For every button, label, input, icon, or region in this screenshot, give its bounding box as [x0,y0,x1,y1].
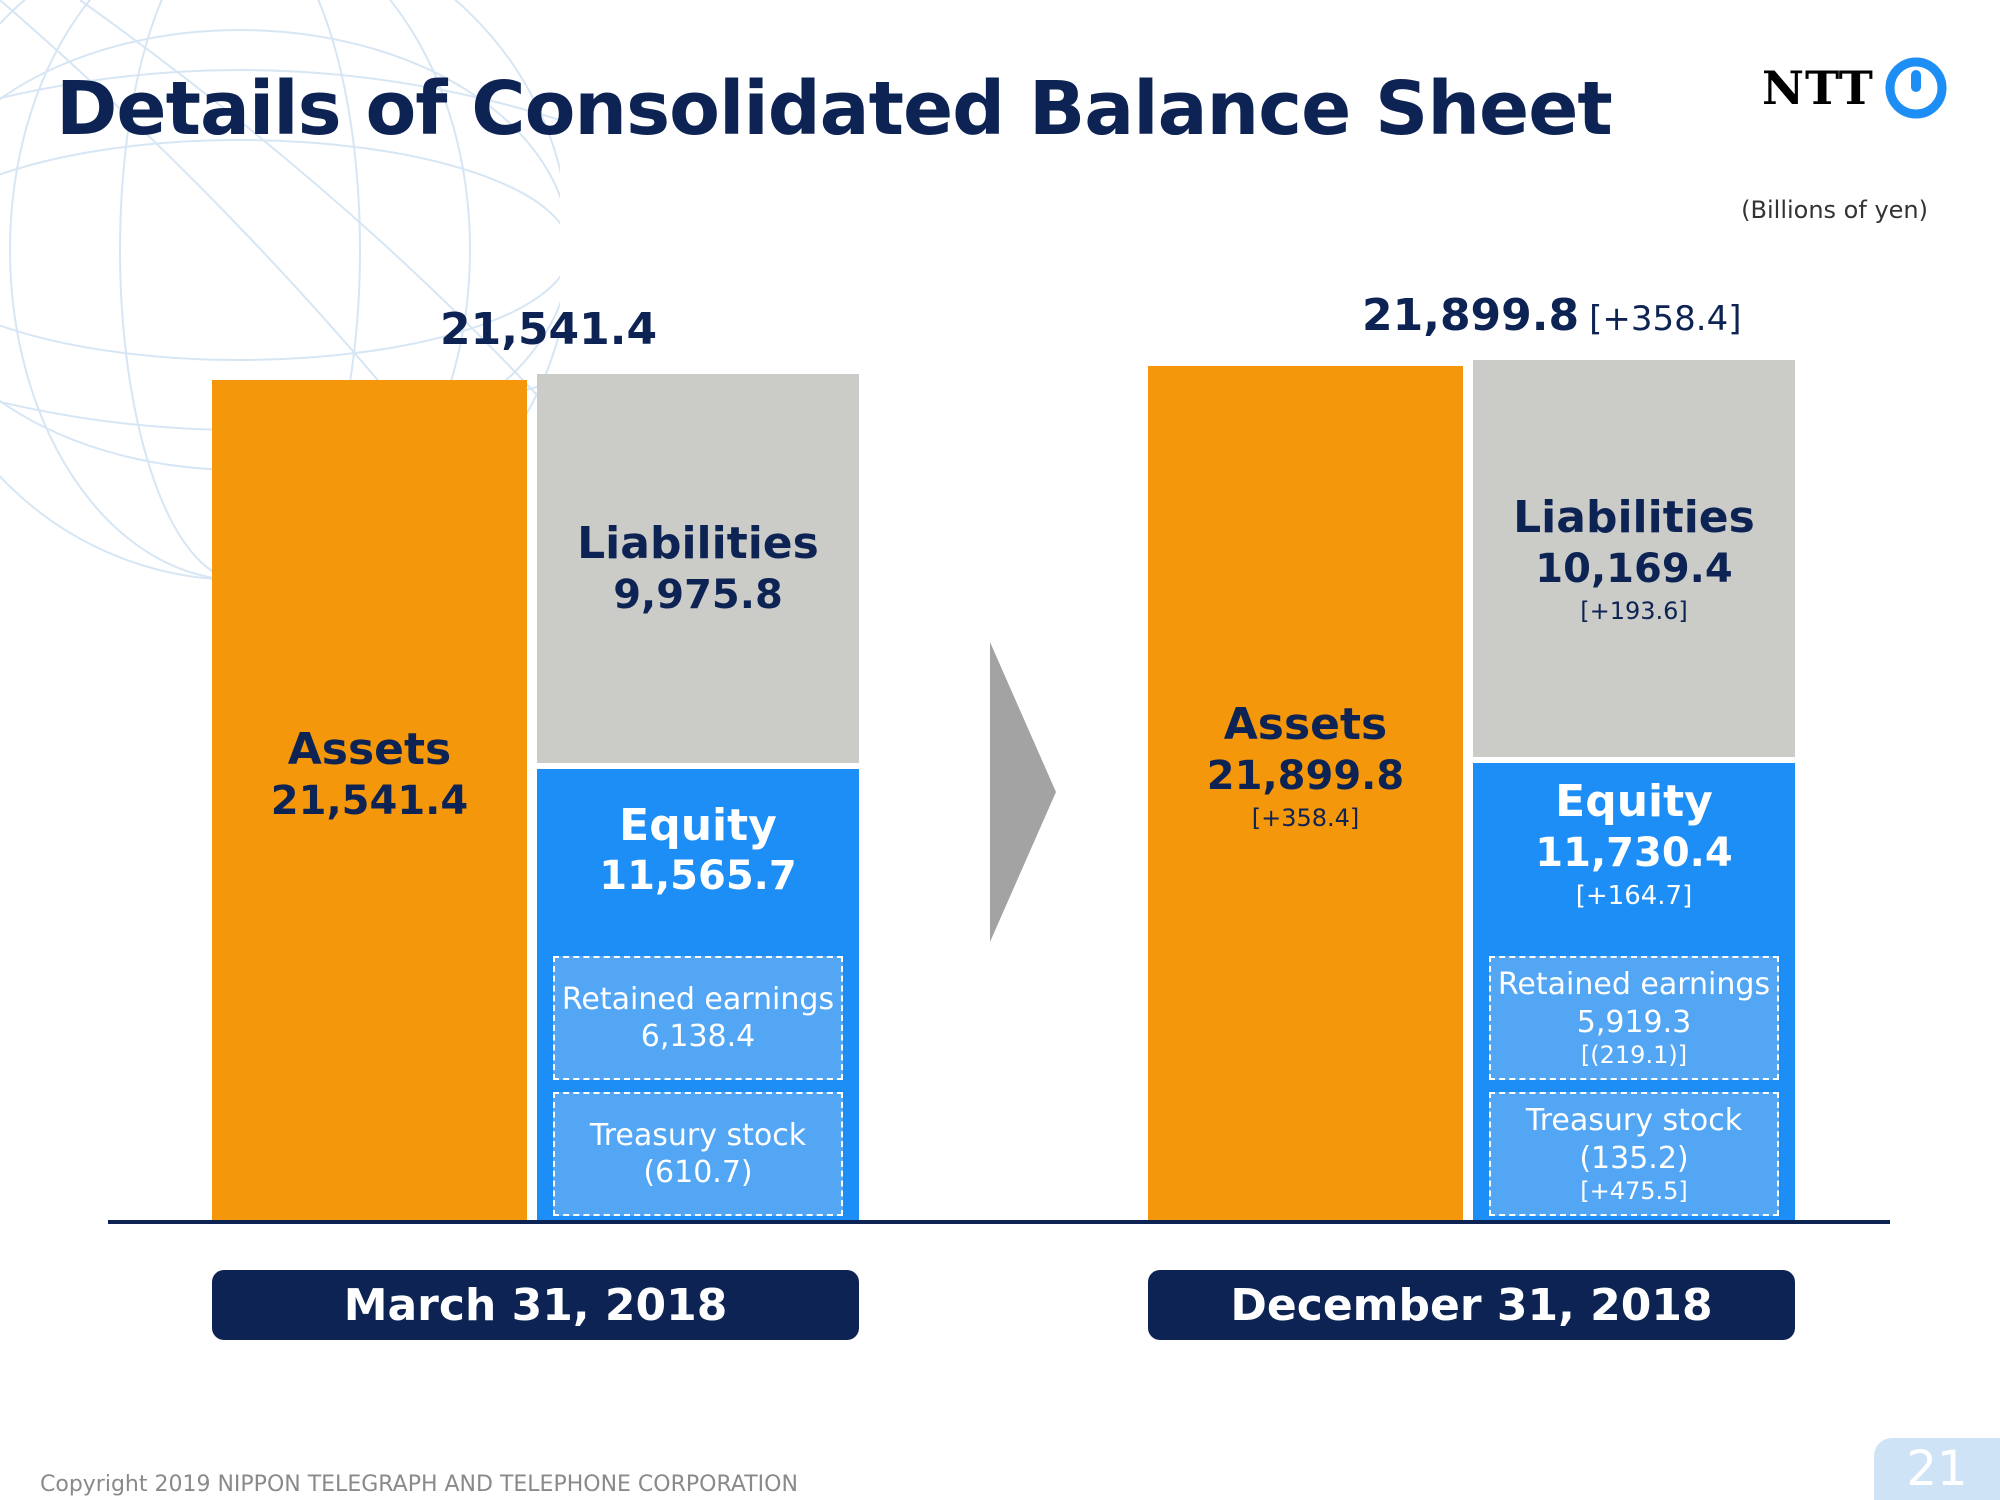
arrow-right-icon [990,642,1056,942]
total-label: 21,899.8 [+358.4] [1362,290,1741,341]
chart-baseline [108,1220,1890,1224]
date-label: December 31, 2018 [1230,1279,1713,1331]
treasury-stock-value: (610.7) [643,1155,753,1190]
unit-note: (Billions of yen) [1741,196,1928,224]
assets-bar [212,379,527,1220]
treasury-stock-box: Treasury stock (610.7) [553,1092,843,1216]
assets-bar [1148,365,1463,1220]
ntt-logo-icon [1885,57,1947,119]
retained-earnings-box: Retained earnings 6,138.4 [553,956,843,1080]
total-value: 21,541.4 [440,303,658,355]
liabilities-bar [537,373,859,763]
footer-copyright: Copyright 2019 NIPPON TELEGRAPH AND TELE… [40,1472,798,1497]
treasury-stock-value: (135.2) [1579,1140,1689,1176]
retained-earnings-name: Retained earnings [561,981,835,1017]
date-label: March 31, 2018 [343,1279,728,1331]
treasury-stock-box: Treasury stock (135.2) [+475.5] [1489,1092,1779,1216]
treasury-stock-name: Treasury stock [1525,1103,1743,1139]
date-label-box: March 31, 2018 [212,1270,859,1340]
total-value: 21,899.8 [1362,289,1580,341]
retained-earnings-value: 5,919.3 [1576,1004,1692,1040]
page-title: Details of Consolidated Balance Sheet [56,66,1613,152]
retained-earnings-name: Retained earnings [1497,967,1771,1003]
date-label-box: December 31, 2018 [1148,1270,1795,1340]
logo-text: NTT [1762,61,1874,115]
retained-earnings-value: 6,138.4 [640,1019,756,1054]
treasury-stock-name: Treasury stock [589,1117,807,1153]
ntt-logo: NTT [1762,56,1948,120]
retained-earnings-change: [(219.1)] [1580,1041,1688,1070]
total-label: 21,541.4 [440,304,657,355]
retained-earnings-box: Retained earnings 5,919.3 [(219.1)] [1489,956,1779,1080]
liabilities-bar [1473,359,1795,757]
page-number: 21 [1906,1441,1968,1497]
page-number-badge: 21 [1874,1438,2000,1500]
total-change: [+358.4] [1589,298,1742,339]
treasury-stock-change: [+475.5] [1580,1177,1688,1206]
